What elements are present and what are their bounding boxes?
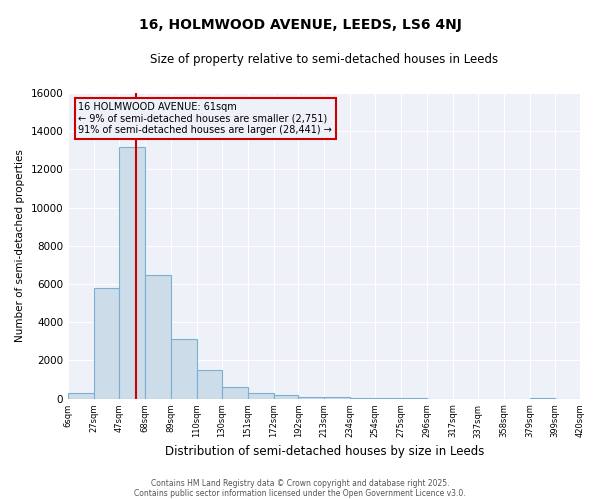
Bar xyxy=(68,393,94,398)
Bar xyxy=(94,288,119,399)
Text: Contains public sector information licensed under the Open Government Licence v3: Contains public sector information licen… xyxy=(134,488,466,498)
Title: Size of property relative to semi-detached houses in Leeds: Size of property relative to semi-detach… xyxy=(150,52,499,66)
Text: 16 HOLMWOOD AVENUE: 61sqm
← 9% of semi-detached houses are smaller (2,751)
91% o: 16 HOLMWOOD AVENUE: 61sqm ← 9% of semi-d… xyxy=(79,102,332,136)
Bar xyxy=(298,397,325,398)
Bar xyxy=(274,395,298,398)
Bar xyxy=(119,146,145,398)
Bar xyxy=(248,393,274,398)
Text: Contains HM Land Registry data © Crown copyright and database right 2025.: Contains HM Land Registry data © Crown c… xyxy=(151,478,449,488)
X-axis label: Distribution of semi-detached houses by size in Leeds: Distribution of semi-detached houses by … xyxy=(164,444,484,458)
Bar xyxy=(221,387,248,398)
Text: 16, HOLMWOOD AVENUE, LEEDS, LS6 4NJ: 16, HOLMWOOD AVENUE, LEEDS, LS6 4NJ xyxy=(139,18,461,32)
Bar xyxy=(145,274,171,398)
Y-axis label: Number of semi-detached properties: Number of semi-detached properties xyxy=(15,150,25,342)
Bar xyxy=(171,340,197,398)
Bar xyxy=(197,370,221,398)
Bar xyxy=(325,397,350,398)
